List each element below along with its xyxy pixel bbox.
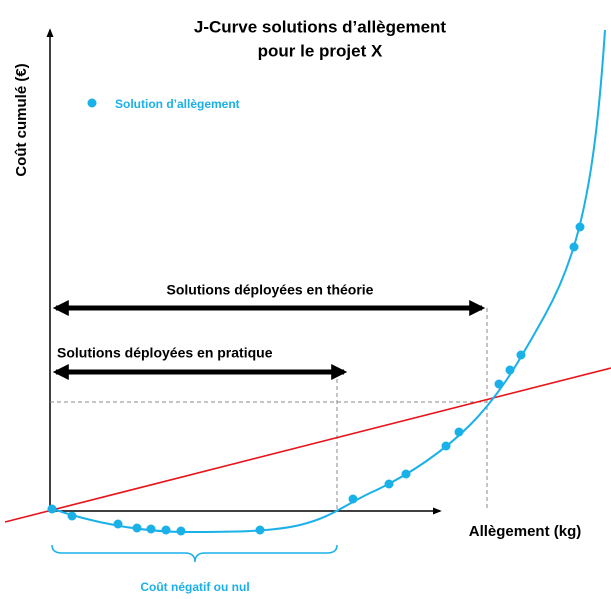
guides	[50, 308, 488, 510]
theory-label: Solutions déployées en théorie	[167, 282, 374, 298]
negative-cost-label: Coût négatif ou nul	[140, 580, 249, 594]
legend-marker	[87, 98, 97, 108]
practice-label: Solutions déployées en pratique	[57, 345, 273, 361]
title-line: J-Curve solutions d’allègement	[194, 17, 447, 36]
solution-points	[47, 222, 585, 536]
title-line: pour le projet X	[258, 41, 383, 60]
linear-line	[4, 367, 611, 523]
brace	[51, 544, 338, 563]
y-axis-label: Coût cumulé (€)	[13, 63, 30, 176]
legend-label: Solution d’allègement	[115, 97, 240, 111]
x-axis-label: Allègement (kg)	[469, 523, 582, 540]
